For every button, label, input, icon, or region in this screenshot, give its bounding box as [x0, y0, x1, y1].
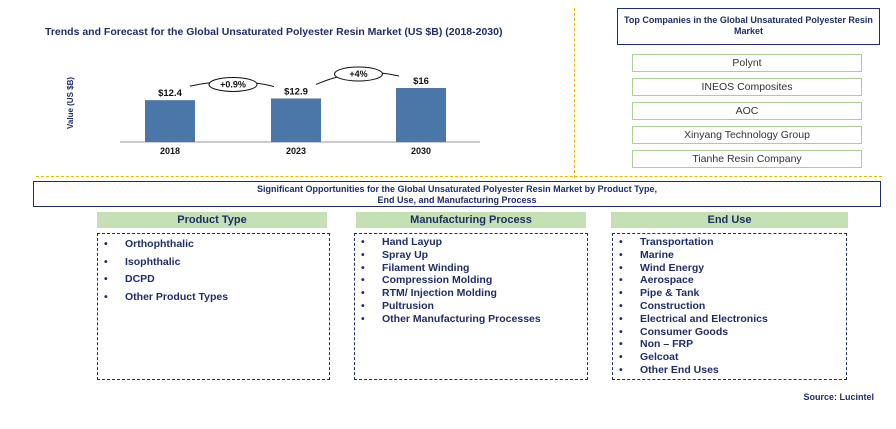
- product-type-header: Product Type: [97, 212, 327, 228]
- list-item: Wind Energy: [619, 262, 846, 275]
- vertical-divider: [574, 8, 575, 178]
- list-item: Consumer Goods: [619, 326, 846, 339]
- bar-value-label: $12.4: [158, 88, 182, 99]
- opportunities-banner: Significant Opportunities for the Global…: [33, 181, 881, 207]
- list-item: DCPD: [104, 271, 329, 289]
- end-use-header: End Use: [611, 212, 848, 228]
- list-item: Other Manufacturing Processes: [361, 313, 587, 326]
- list-item: Hand Layup: [361, 236, 587, 249]
- bar-2030: [396, 88, 446, 142]
- list-item: Filament Winding: [361, 262, 587, 275]
- list-item: Aerospace: [619, 274, 846, 287]
- list-item: Pultrusion: [361, 300, 587, 313]
- list-item: Compression Molding: [361, 274, 587, 287]
- list-item: Construction: [619, 300, 846, 313]
- list-item: Isophthalic: [104, 254, 329, 272]
- horizontal-divider: [36, 176, 882, 177]
- growth-label: +0.9%: [220, 79, 246, 89]
- product-type-list: Orthophthalic Isophthalic DCPD Other Pro…: [97, 233, 330, 380]
- chart-title: Trends and Forecast for the Global Unsat…: [45, 26, 503, 38]
- list-item: Marine: [619, 249, 846, 262]
- growth-badge: [208, 76, 258, 92]
- manufacturing-process-list: Hand Layup Spray Up Filament Winding Com…: [354, 233, 588, 380]
- bar-2023: [271, 98, 321, 142]
- x-tick-label: 2018: [160, 146, 180, 156]
- list-item: Non – FRP: [619, 338, 846, 351]
- manufacturing-process-header: Manufacturing Process: [356, 212, 586, 228]
- list-item: Other Product Types: [104, 289, 329, 307]
- list-item: Transportation: [619, 236, 846, 249]
- company-item: INEOS Composites: [632, 78, 862, 96]
- growth-badge: [334, 66, 383, 82]
- opportunities-line-2: End Use, and Manufacturing Process: [377, 194, 537, 205]
- company-item: Xinyang Technology Group: [632, 126, 862, 144]
- y-axis-label: Value (US $B): [66, 77, 75, 129]
- list-item: Pipe & Tank: [619, 287, 846, 300]
- bar-2018: [145, 100, 195, 142]
- top-companies-title: Top Companies in the Global Unsaturated …: [617, 8, 880, 45]
- bar-value-label: $16: [413, 76, 429, 87]
- list-item: Gelcoat: [619, 351, 846, 364]
- list-item: Other End Uses: [619, 364, 846, 377]
- growth-label: +4%: [349, 69, 367, 79]
- list-item: Spray Up: [361, 249, 587, 262]
- company-item: AOC: [632, 102, 862, 120]
- x-tick-label: 2030: [411, 146, 431, 156]
- end-use-list: Transportation Marine Wind Energy Aerosp…: [612, 233, 847, 380]
- company-item: Tianhe Resin Company: [632, 150, 862, 168]
- opportunities-line-1: Significant Opportunities for the Global…: [257, 184, 657, 194]
- x-tick-label: 2023: [286, 146, 306, 156]
- source-note: Source: Lucintel: [803, 392, 874, 402]
- bar-chart: Value (US $B) $12.4 2018 $12.9 2023 $16 2030 +…: [66, 66, 480, 156]
- list-item: Electrical and Electronics: [619, 313, 846, 326]
- bar-value-label: $12.9: [284, 86, 308, 97]
- company-item: Polynt: [632, 54, 862, 72]
- list-item: Orthophthalic: [104, 236, 329, 254]
- list-item: RTM/ Injection Molding: [361, 287, 587, 300]
